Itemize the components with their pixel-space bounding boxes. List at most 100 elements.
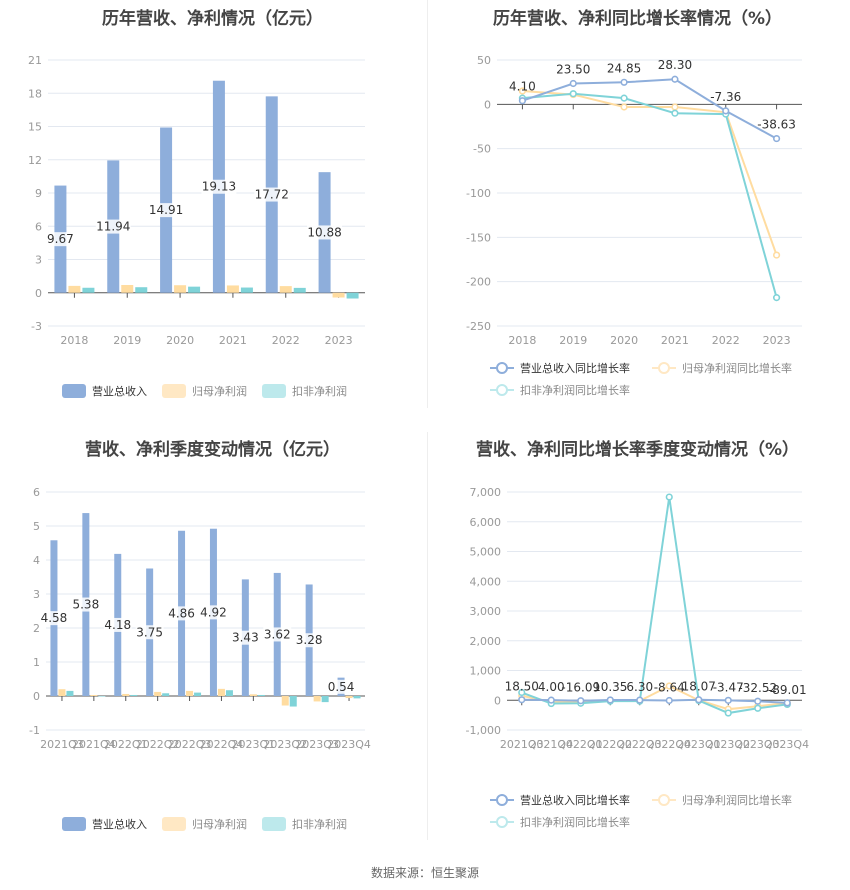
legend-marker-icon <box>496 794 508 806</box>
legend-item[interactable]: 归母净利润同比增长率 <box>652 361 792 375</box>
bar-net-profit[interactable] <box>345 696 353 699</box>
data-point[interactable] <box>518 696 526 704</box>
data-point[interactable] <box>695 696 703 704</box>
data-point[interactable] <box>772 134 781 143</box>
data-label-bg <box>263 627 292 642</box>
legend-marker-icon <box>496 816 508 828</box>
data-point[interactable] <box>620 78 628 86</box>
y-tick-label: 7,000 <box>470 486 502 499</box>
bar-net-profit[interactable] <box>281 696 289 706</box>
bar-deducted-profit[interactable] <box>257 694 265 696</box>
legend-item[interactable]: 营业总收入 <box>62 817 147 831</box>
bar-deducted-profit[interactable] <box>289 696 297 707</box>
bar-net-profit[interactable] <box>186 690 194 696</box>
bar-deducted-profit[interactable] <box>194 692 202 696</box>
bar-net-profit[interactable] <box>58 689 66 696</box>
data-point[interactable] <box>606 696 614 704</box>
legend-item[interactable]: 营业总收入 <box>62 384 147 398</box>
bar-deducted-profit[interactable] <box>98 696 106 697</box>
data-point[interactable] <box>518 97 527 105</box>
bar-deducted-profit[interactable] <box>162 693 170 696</box>
data-point[interactable] <box>724 696 732 704</box>
data-point[interactable] <box>569 79 577 88</box>
data-label: -8.64 <box>654 681 685 695</box>
data-label-bg <box>307 225 343 240</box>
y-tick-label: -50 <box>473 143 491 156</box>
legend-item[interactable]: 归母净利润同比增长率 <box>652 793 792 807</box>
data-point[interactable] <box>671 109 679 117</box>
y-tick-label: -250 <box>466 320 491 333</box>
data-point[interactable] <box>754 704 762 712</box>
legend-item[interactable]: 营业总收入同比增长率 <box>490 361 630 375</box>
bar-deducted-profit[interactable] <box>188 286 201 293</box>
bar-deducted-profit[interactable] <box>66 690 74 696</box>
y-tick-label: 6,000 <box>470 516 502 529</box>
legend-marker-icon <box>496 384 508 396</box>
legend-label: 营业总收入同比增长率 <box>520 793 630 807</box>
data-label-bg <box>327 679 356 694</box>
data-label-bg <box>135 625 164 640</box>
data-point[interactable] <box>569 90 577 98</box>
legend-item[interactable]: 扣非净利润 <box>262 817 347 831</box>
legend-label: 扣非净利润同比增长率 <box>520 815 630 829</box>
bar-deducted-profit[interactable] <box>321 696 329 703</box>
data-point[interactable] <box>772 294 781 302</box>
legend-item[interactable]: 归母净利润 <box>162 384 247 398</box>
legend-item[interactable]: 归母净利润 <box>162 817 247 831</box>
data-point[interactable] <box>518 87 527 95</box>
legend-label: 归母净利润 <box>192 817 247 831</box>
x-tick-label: 2022Q4 <box>647 738 691 751</box>
bar-net-profit[interactable] <box>313 696 321 702</box>
data-point[interactable] <box>620 94 628 102</box>
chart-panel-annual-amounts: 历年营收、净利情况（亿元） 21 18 15 12 9 6 3 0 -3 2018 2019 2020… <box>0 0 425 410</box>
bar-net-profit[interactable] <box>217 688 225 696</box>
bar-deducted-profit[interactable] <box>293 287 306 293</box>
bar-deducted-profit[interactable] <box>82 287 95 293</box>
data-point[interactable] <box>671 103 679 111</box>
data-point[interactable] <box>724 709 732 717</box>
x-tick-label: 2018 <box>60 334 88 347</box>
bar-net-profit[interactable] <box>121 284 134 293</box>
data-point[interactable] <box>665 493 673 501</box>
bar-deducted-profit[interactable] <box>130 694 138 696</box>
bar-net-profit[interactable] <box>90 694 98 696</box>
y-tick-label: -1,000 <box>466 724 501 737</box>
legend-item[interactable]: 营业总收入同比增长率 <box>490 793 630 807</box>
bar-net-profit[interactable] <box>226 285 239 293</box>
data-point[interactable] <box>671 75 679 83</box>
bar-deducted-profit[interactable] <box>135 287 148 293</box>
bar-net-profit[interactable] <box>174 285 187 293</box>
bar-net-profit[interactable] <box>122 693 130 696</box>
bar-net-profit[interactable] <box>332 292 345 298</box>
bar-deducted-profit[interactable] <box>353 696 361 699</box>
legend-item[interactable]: 扣非净利润 <box>262 384 347 398</box>
bar-deducted-profit[interactable] <box>225 690 233 696</box>
legend-label: 营业总收入 <box>92 384 147 398</box>
data-label-bg <box>71 597 100 612</box>
data-point[interactable] <box>665 682 673 690</box>
legend-item[interactable]: 扣非净利润同比增长率 <box>490 383 630 397</box>
series-line-0 <box>521 698 788 704</box>
x-tick-label: 2022Q1 <box>104 738 148 751</box>
data-point[interactable] <box>754 697 762 705</box>
bar-net-profit[interactable] <box>279 286 292 293</box>
bar-net-profit[interactable] <box>68 285 81 293</box>
data-point[interactable] <box>636 696 644 704</box>
data-point[interactable] <box>577 697 585 705</box>
bar-net-profit[interactable] <box>249 694 257 696</box>
bar-deducted-profit[interactable] <box>240 287 253 293</box>
data-point[interactable] <box>772 251 781 259</box>
bar-deducted-profit[interactable] <box>346 292 359 299</box>
data-point[interactable] <box>783 699 791 707</box>
data-point[interactable] <box>518 688 526 697</box>
data-label-bg <box>201 179 237 194</box>
data-point[interactable] <box>547 696 555 704</box>
data-label: 4.86 <box>168 606 195 620</box>
data-point[interactable] <box>665 696 673 705</box>
bar-net-profit[interactable] <box>154 691 162 696</box>
y-tick-label: 3,000 <box>470 605 502 618</box>
data-point[interactable] <box>620 103 628 111</box>
vertical-divider-top <box>427 0 428 408</box>
data-point[interactable] <box>722 107 730 115</box>
legend-item[interactable]: 扣非净利润同比增长率 <box>490 815 630 829</box>
